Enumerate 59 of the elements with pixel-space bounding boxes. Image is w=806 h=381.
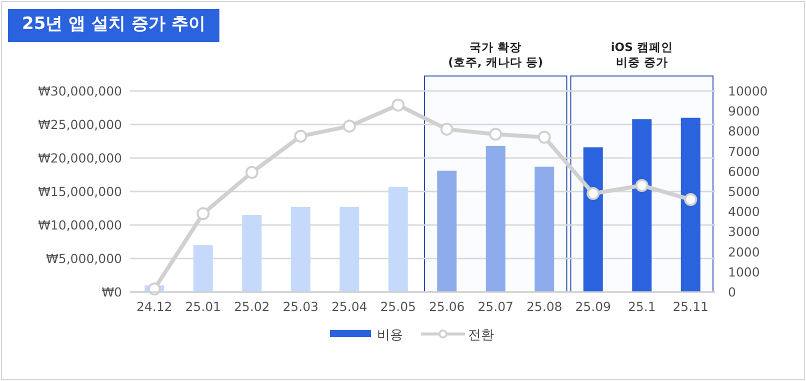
x-tick-label: 25.07 <box>478 299 514 314</box>
y2-tick-label: 4000 <box>728 204 760 220</box>
y2-tick-label: 8000 <box>728 124 760 139</box>
x-tick-label: 25.08 <box>526 299 562 314</box>
bar <box>583 147 603 292</box>
x-tick-label: 25.04 <box>331 299 368 314</box>
x-tick-label: 25.1 <box>628 299 656 314</box>
bar <box>193 245 213 292</box>
point <box>489 128 502 141</box>
y2-tick-label: 3000 <box>728 224 760 240</box>
bar <box>437 170 457 292</box>
point <box>148 282 161 296</box>
x-tick-label: 25.11 <box>672 299 709 314</box>
bar <box>340 206 360 292</box>
y2-tick-label: 10000 <box>728 84 768 98</box>
chart-title: 25년 앱 설치 증가 추이 <box>22 14 206 34</box>
legend-label: 비용 <box>377 328 403 343</box>
x-tick-label: 25.02 <box>234 299 270 314</box>
band-label: 국가 확장 (호주, 캐나다 등) <box>448 40 544 69</box>
point <box>294 130 308 143</box>
bar <box>680 118 700 292</box>
y-tick-label: ₩10,000,000 <box>38 218 122 232</box>
bar <box>242 214 262 292</box>
y-tick-label: ₩5,000,000 <box>46 251 122 266</box>
y-tick-label: ₩0 <box>102 284 122 300</box>
point <box>440 122 454 136</box>
bar <box>486 146 506 292</box>
point <box>392 98 405 112</box>
bar <box>534 166 554 292</box>
title: 25년 앱 설치 증가 추이 <box>8 9 220 42</box>
band-label: iOS 캠페인 비중 증가 <box>610 40 673 69</box>
y2-tick-label: 7000 <box>728 144 760 159</box>
x-tick-label: 25.09 <box>575 299 612 314</box>
bar <box>290 206 310 292</box>
legend-label: 전환 <box>468 328 494 343</box>
point <box>245 166 258 179</box>
point <box>586 187 600 200</box>
x-tick-label: 25.03 <box>282 299 319 314</box>
point <box>196 207 210 220</box>
y2-tick-label: 5000 <box>728 184 760 199</box>
point <box>684 193 698 206</box>
y2-tick-label: 0 <box>728 284 736 300</box>
y-tick-label: ₩25,000,000 <box>38 117 122 132</box>
point <box>538 130 551 144</box>
x-tick-label: 25.01 <box>185 299 222 314</box>
y2-tick-label: 6000 <box>728 164 760 179</box>
y-tick-label: ₩20,000,000 <box>38 150 122 166</box>
x-tick-label: 25.06 <box>428 299 465 314</box>
y-tick-label: ₩30,000,000 <box>38 84 122 98</box>
bar <box>388 186 408 292</box>
point <box>342 120 356 133</box>
bar <box>632 119 652 292</box>
y2-tick-label: 9000 <box>728 104 760 119</box>
x-tick-label: 24.12 <box>136 299 172 314</box>
y2-tick-label: 1000 <box>728 264 760 280</box>
x-tick-label: 25.05 <box>380 299 416 314</box>
y-tick-label: ₩15,000,000 <box>38 184 122 199</box>
point <box>635 178 648 192</box>
y2-tick-label: 2000 <box>728 244 760 260</box>
